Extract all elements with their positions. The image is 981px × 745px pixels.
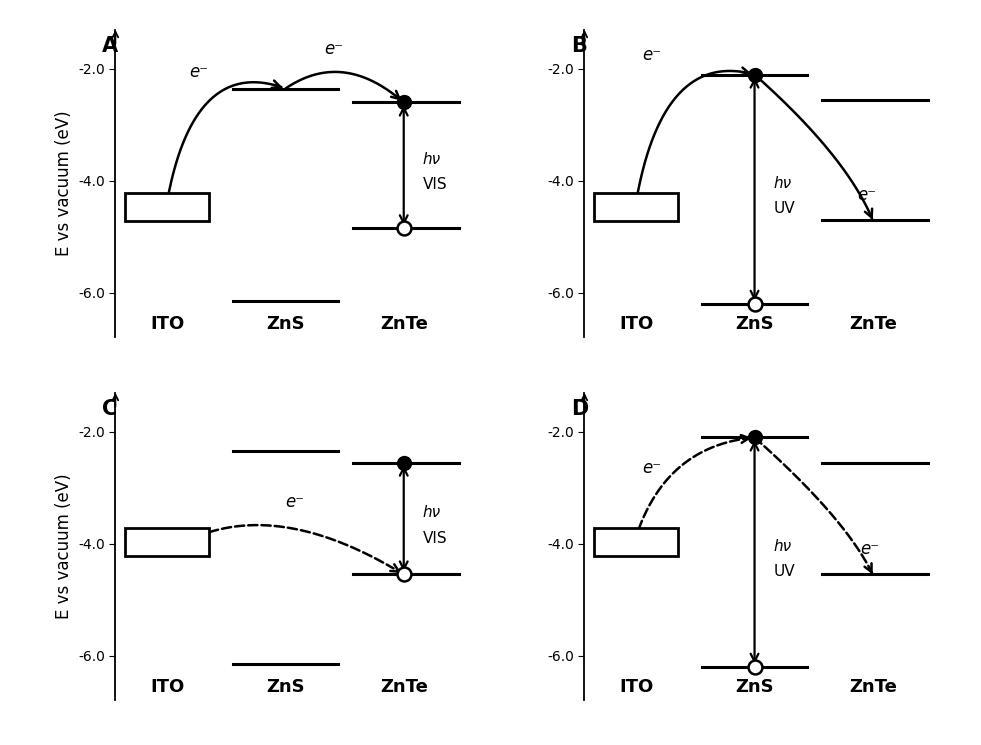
Text: UV: UV — [774, 201, 796, 216]
Text: ITO: ITO — [619, 315, 653, 333]
Text: e⁻: e⁻ — [643, 459, 661, 478]
Text: ZnS: ZnS — [266, 315, 305, 333]
Text: A: A — [102, 36, 118, 56]
Text: e⁻: e⁻ — [643, 46, 661, 64]
Bar — [594, 528, 678, 556]
Text: e⁻: e⁻ — [189, 63, 209, 80]
Bar — [594, 193, 678, 221]
Text: ZnS: ZnS — [735, 678, 774, 696]
Text: e⁻: e⁻ — [285, 492, 305, 511]
Text: hν: hν — [774, 539, 792, 554]
Text: ZnTe: ZnTe — [849, 678, 897, 696]
Text: ITO: ITO — [150, 678, 184, 696]
Text: e⁻: e⁻ — [860, 540, 879, 558]
Text: ZnTe: ZnTe — [380, 315, 428, 333]
Text: VIS: VIS — [423, 177, 447, 192]
Text: C: C — [102, 399, 117, 419]
Text: VIS: VIS — [423, 530, 447, 545]
Y-axis label: E vs vacuum (eV): E vs vacuum (eV) — [55, 474, 73, 619]
Text: ZnTe: ZnTe — [849, 315, 897, 333]
Y-axis label: E vs vacuum (eV): E vs vacuum (eV) — [55, 111, 73, 256]
Text: ITO: ITO — [619, 678, 653, 696]
Text: e⁻: e⁻ — [857, 186, 876, 204]
Bar — [125, 528, 209, 556]
Text: ITO: ITO — [150, 315, 184, 333]
Text: ZnS: ZnS — [735, 315, 774, 333]
Text: hν: hν — [423, 505, 441, 521]
Text: e⁻: e⁻ — [324, 40, 343, 58]
Text: hν: hν — [774, 176, 792, 191]
Text: B: B — [571, 36, 587, 56]
Text: ZnS: ZnS — [266, 678, 305, 696]
Text: hν: hν — [423, 152, 441, 168]
Text: D: D — [571, 399, 589, 419]
Bar — [125, 193, 209, 221]
Text: UV: UV — [774, 564, 796, 579]
Text: ZnTe: ZnTe — [380, 678, 428, 696]
